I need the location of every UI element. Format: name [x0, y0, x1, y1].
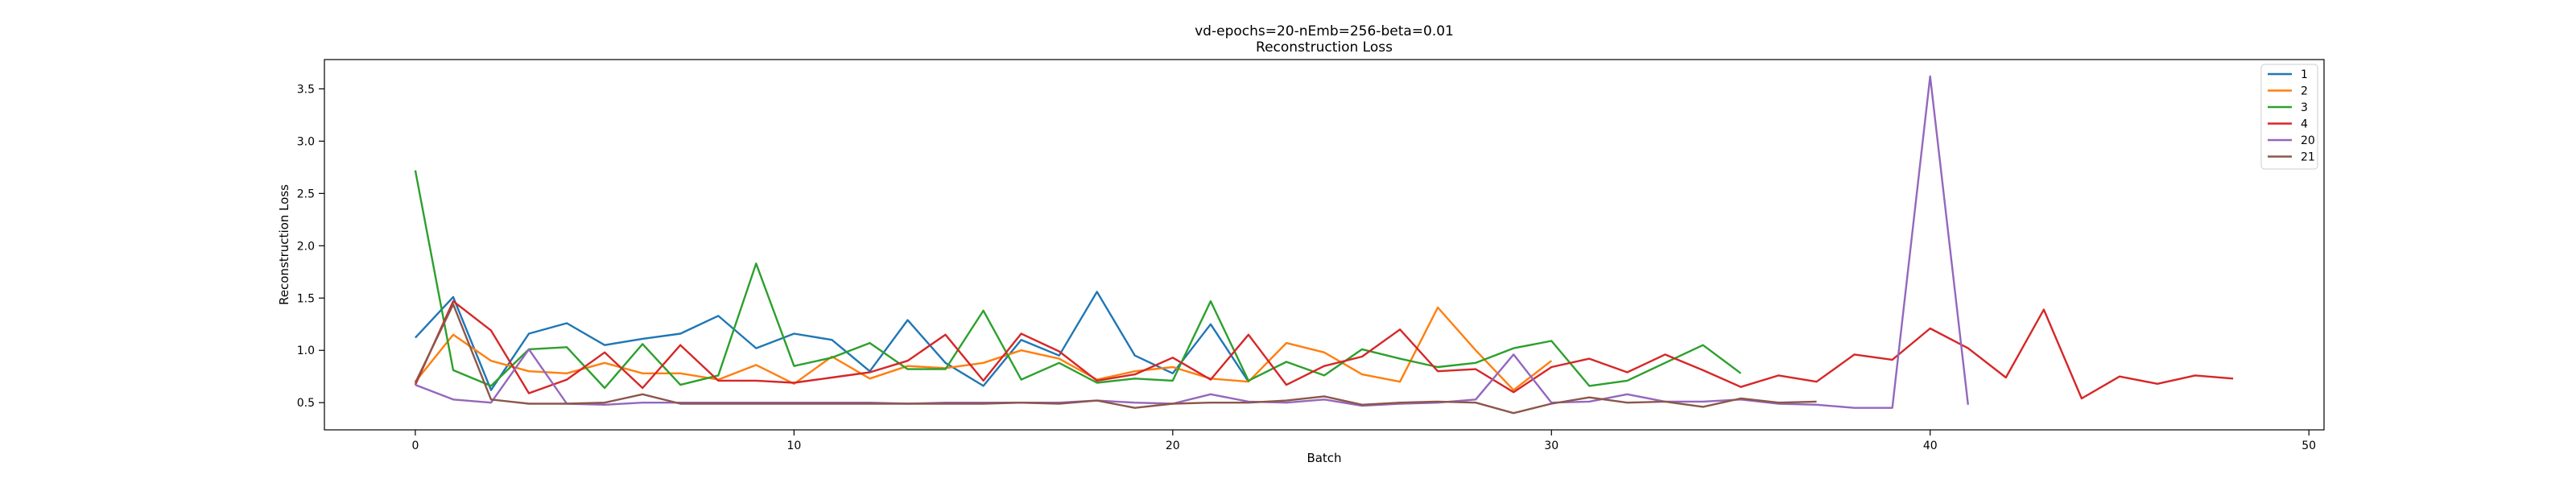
x-tick-label: 0: [411, 440, 419, 452]
plot-area: [324, 60, 2324, 430]
x-axis-ticks: 0 10 20 30 40 50: [411, 430, 2316, 452]
series-line-1: [415, 291, 1249, 391]
series-line-21: [414, 303, 1817, 415]
chart-title: vd-epochs=20-nEmb=256-beta=0.01: [1195, 23, 1454, 39]
chart-subtitle: Reconstruction Loss: [1256, 39, 1393, 56]
y-tick-label: 1.0: [297, 345, 315, 357]
legend: 1 2 3 4 20 21: [2260, 64, 2318, 170]
series-layer: [414, 75, 2234, 415]
series-line-3: [414, 170, 1742, 390]
x-tick-label: 40: [1923, 440, 1938, 452]
y-tick-label: 3.0: [297, 135, 315, 148]
x-tick-label: 30: [1544, 440, 1558, 452]
y-tick-label: 3.5: [297, 83, 315, 96]
y-tick-label: 2.5: [297, 188, 315, 200]
series-line-4: [414, 300, 2234, 400]
x-tick-label: 50: [2301, 440, 2316, 452]
x-axis-label: Batch: [1307, 451, 1341, 465]
x-tick-label: 10: [786, 440, 801, 452]
y-tick-label: 2.0: [297, 240, 315, 253]
y-tick-label: 0.5: [297, 397, 315, 410]
y-tick-label: 1.5: [297, 292, 315, 305]
legend-label-1: 1: [2301, 68, 2308, 81]
legend-label-21: 21: [2301, 151, 2315, 164]
legend-label-2: 2: [2301, 85, 2308, 98]
legend-label-20: 20: [2301, 134, 2315, 147]
y-axis-ticks: 0.5 1.0 1.5 2.0 2.5 3.0 3.5: [297, 83, 324, 410]
plot-frame: [324, 59, 2325, 431]
legend-label-4: 4: [2301, 118, 2308, 131]
x-tick-label: 20: [1166, 440, 1180, 452]
legend-label-3: 3: [2301, 101, 2308, 114]
series-line-2: [414, 306, 1553, 391]
y-axis-label: Reconstruction Loss: [277, 184, 291, 305]
